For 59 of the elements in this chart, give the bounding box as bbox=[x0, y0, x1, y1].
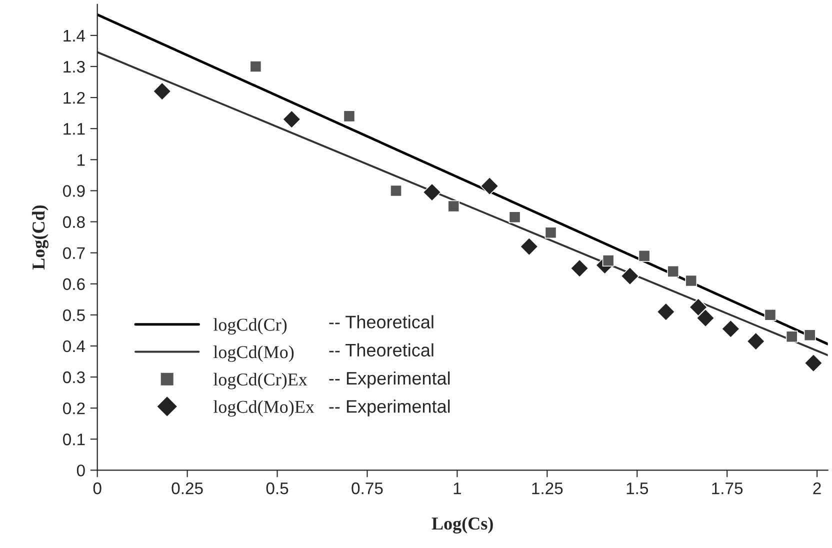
point bbox=[721, 320, 740, 338]
point bbox=[804, 329, 816, 342]
point bbox=[448, 200, 460, 212]
y-tick-label: 0.9 bbox=[63, 185, 85, 197]
y-tick-label: 1.3 bbox=[64, 60, 85, 73]
point bbox=[390, 184, 402, 197]
y-tick-label: 1.2 bbox=[64, 92, 85, 104]
annotation: -- Theoretical bbox=[329, 315, 434, 328]
point bbox=[746, 332, 766, 351]
x-tick-label: 1.75 bbox=[712, 482, 743, 494]
x-tick-label: 2 bbox=[813, 482, 821, 494]
y-tick-label: 1 bbox=[78, 154, 85, 166]
point bbox=[696, 308, 715, 328]
x-tick-label: 0.25 bbox=[172, 482, 203, 494]
point bbox=[685, 274, 698, 287]
y-tick-label: 0.6 bbox=[63, 278, 85, 290]
annotation: -- Experimental bbox=[329, 400, 450, 416]
point bbox=[656, 302, 676, 322]
point bbox=[638, 250, 650, 262]
y-tick-label: 0.4 bbox=[63, 340, 86, 352]
legend-label: logCd(Mo)Ex bbox=[214, 400, 314, 417]
y-tick-label: 0.8 bbox=[63, 216, 85, 228]
y-tick-label: 0.7 bbox=[63, 247, 85, 260]
x-tick-label: 1.5 bbox=[626, 482, 648, 494]
x-tick-label: 0.75 bbox=[352, 482, 383, 494]
y-tick-label: 0.3 bbox=[63, 371, 85, 384]
x-tick-label: 1 bbox=[454, 482, 462, 494]
point bbox=[764, 308, 776, 321]
x-tick-label: 0.5 bbox=[266, 482, 288, 494]
x-tick-label: 1.25 bbox=[532, 482, 563, 494]
point bbox=[343, 110, 356, 122]
point bbox=[250, 60, 262, 72]
y-tick-label: 1.4 bbox=[64, 30, 86, 42]
y-tick-label: 0.1 bbox=[63, 434, 85, 446]
point bbox=[152, 82, 172, 101]
point bbox=[544, 226, 557, 239]
point bbox=[480, 176, 499, 196]
point bbox=[689, 298, 708, 316]
point bbox=[786, 330, 798, 343]
annotation: -- Theoretical bbox=[329, 343, 434, 357]
legend-label: logCd(Mo) bbox=[214, 346, 294, 362]
point bbox=[667, 265, 680, 278]
legend-label: logCd(Cr)Ex bbox=[214, 372, 308, 390]
point bbox=[282, 110, 301, 129]
y-axis-title: Log(Cd) bbox=[32, 205, 48, 270]
y-tick-label: 0.2 bbox=[63, 402, 85, 414]
point bbox=[620, 266, 640, 286]
x-tick-label: 0 bbox=[93, 482, 102, 494]
point bbox=[520, 237, 538, 256]
y-tick-label: 0.5 bbox=[63, 309, 85, 322]
point bbox=[508, 211, 521, 224]
point bbox=[804, 354, 823, 372]
y-tick-label: 0 bbox=[76, 464, 85, 476]
y-tick-label: 1.1 bbox=[64, 123, 85, 135]
legend-label: logCd(Cr) bbox=[214, 318, 287, 335]
annotation: -- Experimental bbox=[329, 371, 450, 388]
point bbox=[422, 183, 442, 202]
x-axis-title: Log(Cs) bbox=[432, 516, 493, 534]
point bbox=[570, 259, 589, 278]
